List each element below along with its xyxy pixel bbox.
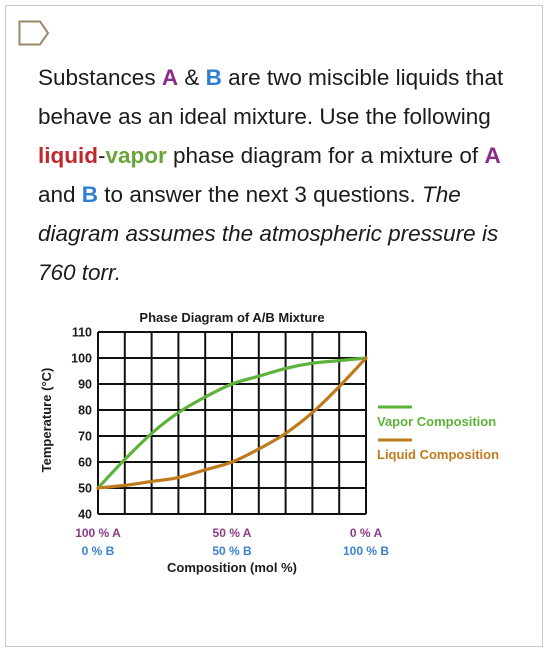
- question-card: [5, 5, 543, 647]
- question-text: Substances A & B are two miscible liquid…: [38, 65, 504, 285]
- liquid-curve: [96, 356, 368, 490]
- y-tick-label: 60: [78, 456, 92, 470]
- tag-icon[interactable]: [18, 20, 50, 46]
- x-tick-label-b: 100 % B: [343, 544, 389, 558]
- x-tick-label-b: 50 % B: [212, 544, 252, 558]
- x-tick-labels: 100 % A 0 % B 50 % A 50 % B 0 % A 100 % B: [75, 526, 389, 558]
- y-tick-label: 40: [78, 508, 92, 522]
- y-tick-label: 70: [78, 430, 92, 444]
- legend-label: Liquid Composition: [377, 447, 499, 462]
- y-tick-label: 90: [78, 378, 92, 392]
- chart-legend: Vapor Composition Liquid Composition: [377, 405, 499, 462]
- chart-title: Phase Diagram of A/B Mixture: [139, 310, 324, 325]
- x-tick-label-a: 0 % A: [350, 526, 383, 540]
- x-tick-label-a: 100 % A: [75, 526, 121, 540]
- x-tick-label-a: 50 % A: [213, 526, 252, 540]
- y-tick-labels: 110 100 90 80 70 60 50 40: [71, 326, 92, 522]
- y-tick-label: 50: [78, 482, 92, 496]
- chart-grid: [97, 331, 367, 515]
- y-tick-label: 110: [72, 326, 92, 340]
- vapor-curve: [96, 356, 368, 490]
- x-tick-label-b: 0 % B: [82, 544, 115, 558]
- y-tick-label: 80: [78, 404, 92, 418]
- x-axis-label: Composition (mol %): [167, 560, 297, 575]
- legend-label: Vapor Composition: [377, 414, 496, 429]
- y-tick-label: 100: [71, 352, 92, 366]
- y-axis-label: Temperature (°C): [39, 368, 54, 473]
- chart-curves: [96, 356, 368, 490]
